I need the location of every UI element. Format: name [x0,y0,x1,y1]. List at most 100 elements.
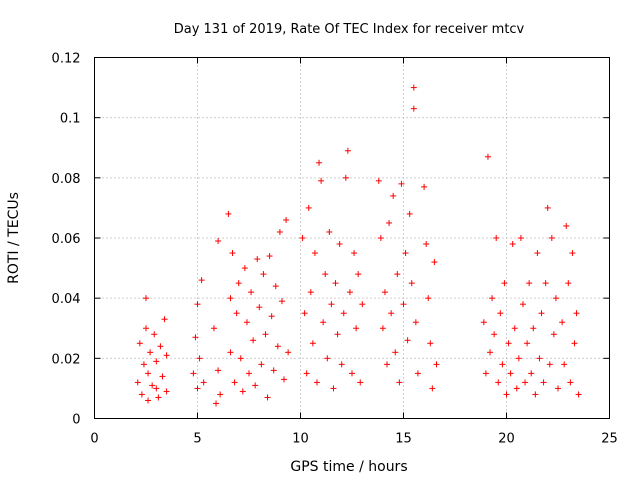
data-point [233,310,240,317]
data-point [215,238,222,245]
data-point [258,361,265,368]
data-point [487,349,494,356]
data-point [241,265,248,272]
data-point [285,349,292,356]
data-point [309,340,316,347]
data-point [526,280,533,287]
data-point [484,153,491,160]
x-tick-label: 5 [193,432,201,447]
data-point [161,316,168,323]
data-point [532,391,539,398]
data-point [559,319,566,326]
data-point [530,325,537,332]
data-point [322,271,329,278]
data-point [336,241,343,248]
data-point [301,310,308,317]
data-point [390,192,397,199]
grid-lines [94,57,610,419]
data-point [346,289,353,296]
data-point [313,379,320,386]
data-point [425,295,432,302]
data-point [567,379,574,386]
data-point [359,301,366,308]
data-point [540,379,547,386]
x-tick-label: 10 [292,432,309,447]
data-point [414,370,421,377]
data-point [318,177,325,184]
data-point [534,250,541,257]
data-point [528,370,535,377]
data-point [536,355,543,362]
data-point [565,280,572,287]
y-axis-label: ROTI / TECUs [6,192,22,284]
data-point [235,280,242,287]
x-tick-labels: 0 5 10 15 20 25 [90,432,617,447]
data-point [517,235,524,241]
data-point [386,219,393,226]
data-point [515,355,522,362]
data-point [388,310,395,317]
data-point [505,340,512,347]
data-point [155,394,162,401]
data-point [332,280,339,287]
x-axis-label: GPS time / hours [290,459,407,475]
data-point [377,235,384,241]
y-tick-label: 0.08 [52,172,81,187]
data-point [151,331,158,338]
data-point [573,310,580,317]
data-point [423,241,430,248]
data-points [134,84,582,407]
data-point [400,301,407,308]
data-point [299,235,306,241]
data-point [264,394,271,401]
data-point [482,370,489,377]
data-point [163,388,170,395]
y-tick-label: 0.12 [52,52,81,67]
data-point [509,241,516,248]
y-tick-label: 0 [72,413,80,428]
y-tick-label: 0.02 [52,352,81,367]
data-point [410,105,417,112]
data-point [276,228,283,235]
data-point [227,349,234,356]
data-point [548,235,555,241]
data-point [145,397,152,404]
data-point [552,295,559,302]
data-point [396,379,403,386]
data-point [375,177,382,184]
data-point [237,355,244,362]
data-point [522,379,529,386]
data-point [499,361,506,368]
data-point [157,343,164,350]
data-point [340,310,347,317]
data-point [243,319,250,326]
x-tick-label: 25 [601,432,618,447]
data-point [357,379,364,386]
x-tick-label: 0 [90,432,98,447]
data-point [542,280,549,287]
data-point [408,280,415,287]
data-point [489,295,496,302]
data-point [153,385,160,392]
data-point [544,204,551,211]
data-point [215,367,222,374]
data-point [136,340,143,347]
data-point [421,183,428,190]
chart-title: Day 131 of 2019, Rate Of TEC Index for r… [174,22,525,37]
data-point [398,180,405,187]
data-point [334,331,341,338]
data-point [326,228,333,235]
data-point [262,331,269,338]
data-point [519,301,526,308]
data-point [268,313,275,320]
data-point [503,391,510,398]
data-point [272,283,279,290]
data-point [153,358,160,365]
data-point [217,391,224,398]
data-point [229,250,236,257]
data-point [344,147,351,154]
data-point [495,379,502,386]
data-point [427,340,434,347]
data-point [501,280,508,287]
